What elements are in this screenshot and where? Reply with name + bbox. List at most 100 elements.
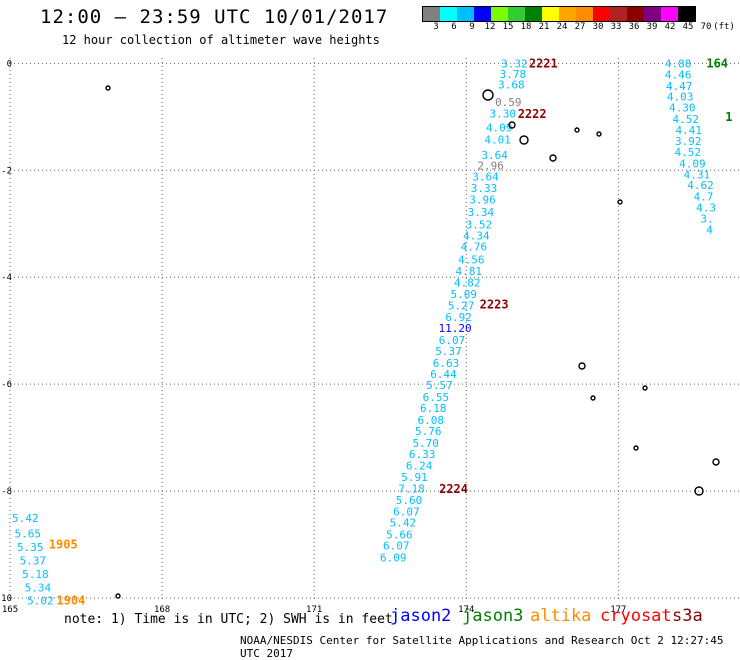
wave-height-label: 4.46	[665, 69, 692, 82]
color-scale-label: 39	[646, 22, 658, 32]
island-outline	[590, 395, 596, 401]
wave-height-label: 6.07	[393, 505, 420, 518]
chart-title: 12:00 — 23:59 UTC 10/01/2017	[40, 6, 389, 28]
wave-height-label: 0.59	[495, 96, 522, 109]
wave-height-label: 6.18	[420, 402, 447, 415]
wave-height-label: 6.44	[430, 368, 457, 381]
color-scale-labels: 3 6 9 12 15 18 21 24 27 30 33 36 39 42 45 70 (ft)	[422, 22, 740, 34]
chart-subtitle: 12 hour collection of altimeter wave hei…	[62, 33, 380, 47]
wave-height-label: 4.41	[676, 124, 703, 137]
wave-height-label: 4.52	[673, 113, 700, 126]
wave-height-label: 4.3	[696, 202, 716, 215]
island-outline	[508, 121, 516, 129]
color-swatch	[627, 7, 644, 21]
y-tick-label: -6	[1, 380, 12, 390]
color-swatch	[508, 7, 525, 21]
wave-height-label: 2.96	[477, 159, 504, 172]
wave-height-label: 5.27	[448, 300, 475, 313]
island-outline	[105, 85, 111, 91]
wave-height-label: 4.88	[665, 57, 692, 70]
color-scale-label: 36	[628, 22, 640, 32]
island-outline	[549, 154, 557, 162]
wave-height-label: 6.92	[445, 311, 472, 324]
pass-number-label: 2222	[518, 107, 547, 121]
wave-height-label: 6.24	[406, 459, 433, 472]
color-swatch	[491, 7, 508, 21]
island-outline	[596, 131, 602, 137]
pass-number-label: 1905	[49, 538, 78, 552]
credit-footer: NOAA/NESDIS Center for Satellite Applica…	[240, 634, 724, 660]
wave-height-label: 3.64	[472, 171, 499, 184]
wave-height-label: 3.33	[471, 182, 498, 195]
color-swatch	[576, 7, 593, 21]
wave-height-label: 5.60	[396, 494, 423, 507]
wave-height-label: 3.92	[675, 135, 702, 148]
wave-height-label: 3.32	[501, 57, 528, 70]
wave-height-label: 6.08	[418, 414, 445, 427]
x-tick-label: 171	[306, 605, 322, 615]
color-scale-label: 6	[451, 22, 457, 32]
wave-height-label: 3.	[700, 212, 713, 225]
island-outline	[617, 199, 623, 205]
color-scale-label: 21	[538, 22, 550, 32]
color-swatch	[661, 7, 678, 21]
color-swatch	[423, 7, 440, 21]
y-tick-label: -2	[1, 166, 12, 176]
pass-number-label: 1904	[56, 594, 85, 608]
pass-number-label: 2224	[439, 482, 468, 496]
color-scale-label: 15	[502, 22, 514, 32]
wave-height-label: 5.42	[12, 512, 39, 525]
wave-height-label: 4.03	[667, 90, 694, 103]
color-scale-label: 33	[610, 22, 622, 32]
island-outline	[642, 385, 648, 391]
color-scale-label: 30	[592, 22, 604, 32]
pass-number-label: 2223	[480, 297, 509, 311]
y-tick-label: 0	[7, 59, 12, 69]
color-swatch	[525, 7, 542, 21]
color-swatch	[644, 7, 661, 21]
wave-height-label: 4.56	[458, 254, 485, 267]
wave-height-label: 4.62	[687, 179, 714, 192]
y-tick-label: -8	[1, 487, 12, 497]
wave-height-label: 7.18	[398, 482, 425, 495]
pass-number-label: 164	[706, 56, 728, 70]
wave-height-label: 4.30	[669, 102, 696, 115]
wave-height-label: 4.01	[484, 133, 511, 146]
color-scale-label: 70	[700, 22, 712, 32]
wave-height-label: 5.02	[27, 595, 54, 608]
color-swatch	[474, 7, 491, 21]
wave-height-label: 5.65	[14, 527, 41, 540]
wave-height-label: 4.47	[666, 80, 693, 93]
color-scale-label: 24	[556, 22, 568, 32]
wave-height-label: 6.55	[423, 391, 450, 404]
wave-height-label: 5.37	[435, 345, 462, 358]
satellite-label-jason2: jason2	[390, 606, 452, 626]
color-swatch	[678, 7, 695, 21]
x-tick-label: 177	[610, 605, 626, 615]
wave-height-label: 4.52	[675, 146, 702, 159]
wave-height-label: 4.09	[486, 122, 513, 135]
wave-height-label: 4.34	[463, 230, 490, 243]
wave-height-label: 3.96	[469, 194, 496, 207]
color-scale-label: 27	[574, 22, 586, 32]
pass-number-label: 1	[725, 110, 732, 124]
x-tick-label: 174	[458, 605, 474, 615]
wave-height-label: 5.70	[412, 437, 439, 450]
island-outline	[578, 362, 586, 370]
wave-height-label: 6.09	[380, 551, 407, 564]
wave-height-label: 11.20	[439, 322, 472, 335]
wave-height-label: 5.37	[20, 555, 47, 568]
color-scale-label: 18	[520, 22, 532, 32]
x-tick-label: 165	[2, 605, 18, 615]
units-note: note: 1) Time is in UTC; 2) SWH is in fe…	[64, 612, 393, 627]
wave-height-label: 6.33	[409, 448, 436, 461]
wave-height-label: 4.31	[684, 169, 711, 182]
island-outline	[482, 89, 494, 101]
satellite-label-s3a: s3a	[672, 606, 703, 626]
wave-height-label: 4	[706, 224, 713, 237]
wave-height-label: 4.7	[694, 190, 714, 203]
wave-height-label: 4.81	[456, 265, 483, 278]
wave-height-label: 5.18	[22, 568, 49, 581]
